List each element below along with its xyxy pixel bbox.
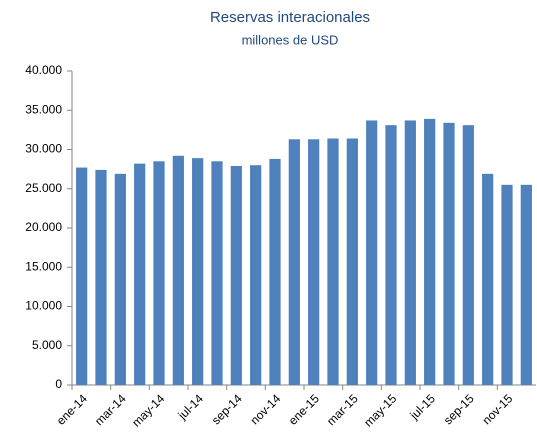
bar: [501, 184, 513, 385]
y-tick-label: 20.000: [25, 220, 62, 234]
y-tick-label: 25.000: [25, 181, 62, 195]
y-tick-label: 15.000: [25, 259, 62, 273]
bar: [443, 122, 455, 385]
x-tick-label: nov-14: [248, 391, 284, 427]
chart-subtitle: millones de USD: [242, 32, 339, 47]
y-tick-label: 30.000: [25, 142, 62, 156]
bar: [192, 158, 204, 385]
bar: [95, 169, 107, 385]
x-tick-label: ene-15: [286, 391, 323, 428]
y-tick-label: 35.000: [25, 102, 62, 116]
bar: [404, 120, 416, 385]
bar: [385, 125, 397, 385]
bar: [114, 173, 126, 385]
x-tick-label: mar-15: [324, 391, 361, 428]
bar: [424, 118, 436, 385]
bar: [288, 139, 300, 385]
y-tick-label: 0: [55, 377, 62, 391]
bar: [520, 184, 532, 385]
y-tick-label: 5.000: [32, 338, 62, 352]
bar: [250, 165, 262, 385]
bar: [462, 125, 474, 385]
x-tick-label: may-15: [361, 391, 399, 429]
bar: [211, 161, 223, 385]
bar: [482, 173, 494, 385]
bar: [172, 155, 184, 385]
bar: [134, 163, 146, 385]
y-tick-label: 40.000: [25, 63, 62, 77]
bar: [327, 138, 339, 385]
x-tick-label: mar-14: [92, 391, 129, 428]
bar: [76, 167, 88, 385]
x-tick-label: jul-15: [407, 391, 439, 423]
bar: [366, 120, 378, 385]
x-tick-label: jul-14: [175, 391, 207, 423]
bar: [230, 165, 242, 385]
bar: [269, 158, 281, 385]
chart-title: Reservas interacionales: [210, 9, 370, 26]
x-tick-label: nov-15: [480, 391, 516, 427]
x-tick-label: sep-14: [209, 391, 245, 427]
bar: [346, 138, 358, 385]
y-tick-label: 10.000: [25, 299, 62, 313]
bar: [308, 139, 320, 385]
x-tick-label: ene-14: [54, 391, 91, 428]
x-tick-label: may-14: [129, 391, 167, 429]
x-tick-label: sep-15: [441, 391, 477, 427]
bar: [153, 161, 165, 385]
